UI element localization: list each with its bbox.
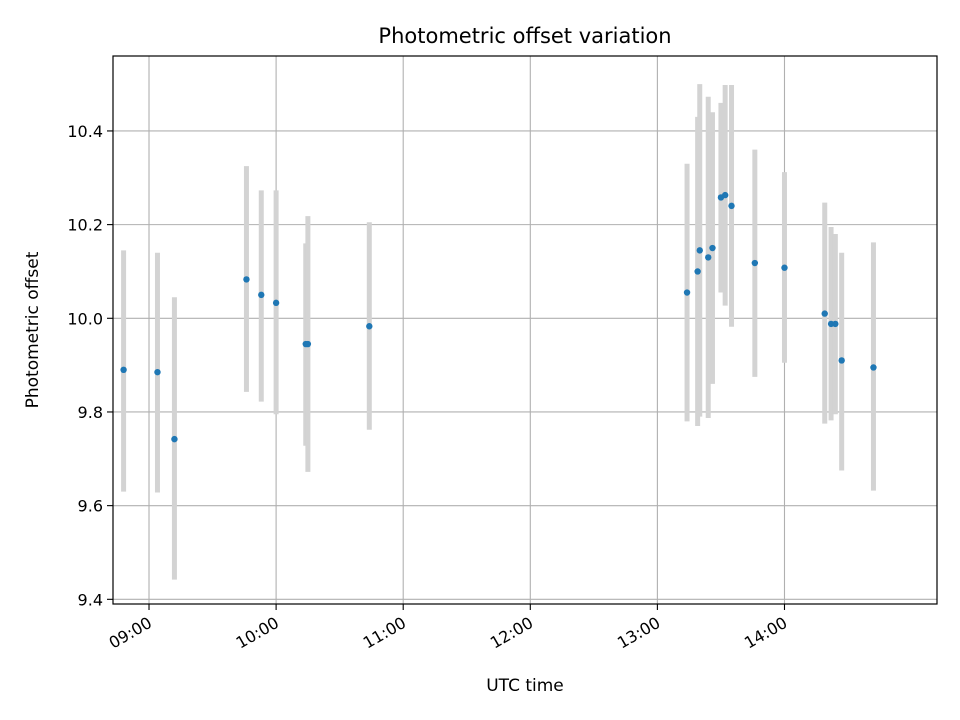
- data-point: [832, 320, 839, 328]
- data-point: [870, 364, 877, 371]
- data-point: [304, 340, 312, 348]
- data-point: [821, 310, 828, 317]
- y-tick-label: 10.2: [67, 216, 103, 235]
- y-axis-label: Photometric offset: [23, 251, 43, 408]
- data-point: [243, 276, 250, 283]
- data-point: [272, 299, 280, 307]
- data-point: [694, 268, 701, 275]
- data-point: [721, 191, 729, 199]
- y-tick-label: 9.6: [78, 497, 103, 516]
- data-point: [120, 366, 127, 374]
- data-point: [728, 202, 735, 210]
- y-tick-label: 9.8: [78, 403, 103, 422]
- data-points: [120, 191, 877, 443]
- data-point: [683, 289, 691, 296]
- data-point: [751, 259, 759, 267]
- data-point: [366, 323, 373, 330]
- data-point: [171, 435, 178, 443]
- y-axis-ticks: 9.4 9.6 9.8 10.0 10.2 10.4: [67, 122, 113, 609]
- data-point: [838, 357, 845, 364]
- data-point: [258, 291, 265, 299]
- data-point: [781, 264, 788, 271]
- data-point: [705, 254, 712, 261]
- y-tick-label: 10.4: [67, 122, 103, 141]
- y-tick-label: 9.4: [78, 590, 103, 609]
- chart-title: Photometric offset variation: [378, 24, 671, 48]
- data-point: [709, 244, 716, 252]
- data-point: [154, 368, 161, 376]
- x-axis-label: UTC time: [486, 676, 564, 696]
- data-point: [696, 247, 703, 254]
- y-tick-label: 10.0: [67, 309, 103, 328]
- plot-frame: [112, 55, 938, 605]
